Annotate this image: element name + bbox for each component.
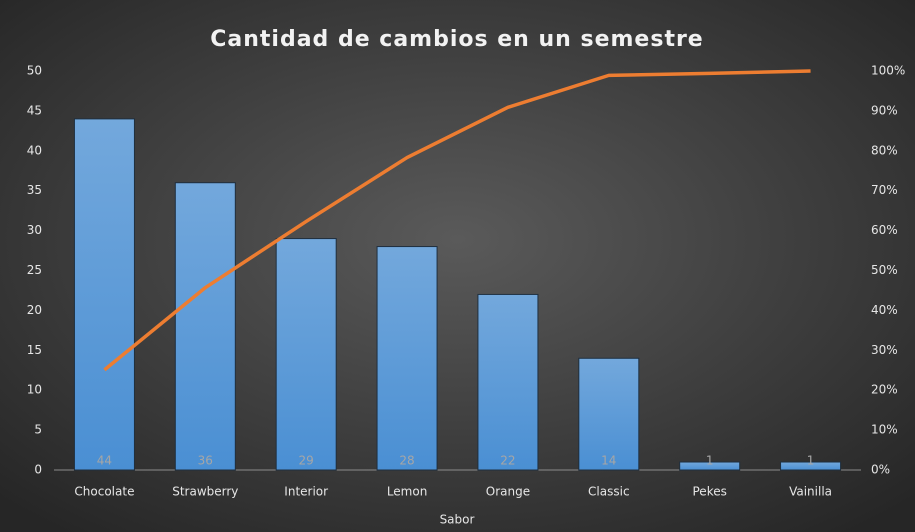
y-tick-label: 35 xyxy=(27,183,42,197)
x-tick-label: Chocolate xyxy=(74,485,134,499)
data-label: 28 xyxy=(399,454,414,468)
y2-tick-label: 100% xyxy=(871,64,905,78)
y-tick-label: 5 xyxy=(34,423,42,437)
y2-tick-label: 10% xyxy=(871,423,898,437)
x-tick-label: Vainilla xyxy=(789,485,832,499)
y2-tick-label: 40% xyxy=(871,303,898,317)
y2-tick-label: 90% xyxy=(871,103,898,117)
data-label: 36 xyxy=(198,454,213,468)
y-tick-label: 45 xyxy=(27,103,42,117)
x-tick-label: Classic xyxy=(588,485,630,499)
bar xyxy=(780,461,842,471)
y-tick-label: 50 xyxy=(27,64,42,78)
data-label: 29 xyxy=(299,454,314,468)
y2-tick-label: 0% xyxy=(871,463,890,477)
y2-tick-label: 30% xyxy=(871,343,898,357)
x-tick-label: Lemon xyxy=(387,485,428,499)
y-tick-label: 40 xyxy=(27,143,42,157)
x-tick-label: Pekes xyxy=(693,485,727,499)
x-tick-label: Interior xyxy=(284,485,328,499)
y-tick-label: 10 xyxy=(27,383,42,397)
y2-tick-label: 20% xyxy=(871,383,898,397)
x-tick-label: Orange xyxy=(486,485,530,499)
y2-tick-label: 70% xyxy=(871,183,898,197)
y2-tick-label: 50% xyxy=(871,263,898,277)
data-label: 1 xyxy=(807,454,815,468)
bar xyxy=(376,246,438,471)
y-tick-label: 20 xyxy=(27,303,42,317)
data-label: 22 xyxy=(500,454,515,468)
y2-tick-label: 60% xyxy=(871,223,898,237)
data-label: 44 xyxy=(97,454,112,468)
pareto-line xyxy=(103,69,811,372)
bar xyxy=(477,293,539,471)
bar xyxy=(174,182,236,471)
bar xyxy=(679,461,741,471)
bar xyxy=(73,118,135,471)
bar xyxy=(275,238,337,471)
y-tick-label: 15 xyxy=(27,343,42,357)
y2-tick-label: 80% xyxy=(871,143,898,157)
bar xyxy=(578,357,640,471)
x-axis-label: Sabor xyxy=(440,513,475,527)
y-tick-label: 25 xyxy=(27,263,42,277)
data-label: 1 xyxy=(706,454,714,468)
y-tick-label: 30 xyxy=(27,223,42,237)
chart-title: Cantidad de cambios en un semestre xyxy=(210,27,703,52)
y-tick-label: 0 xyxy=(34,463,42,477)
x-tick-label: Strawberry xyxy=(172,485,238,499)
data-label: 14 xyxy=(601,454,616,468)
